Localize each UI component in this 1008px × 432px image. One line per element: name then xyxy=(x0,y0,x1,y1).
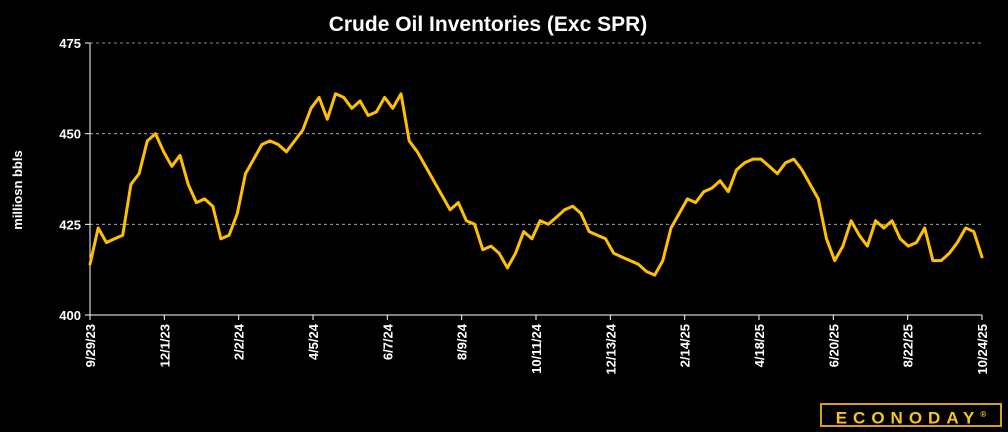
x-tick-label: 6/20/25 xyxy=(826,324,841,367)
logo-text: ECONODAY xyxy=(835,408,981,428)
y-tick-label: 475 xyxy=(59,36,81,51)
y-tick-label: 400 xyxy=(59,308,81,323)
econoday-logo: ECONODAY® xyxy=(820,403,1002,428)
series-line-crude-inventories xyxy=(88,92,984,277)
y-tick-label: 425 xyxy=(59,217,81,232)
x-tick-labels: 9/29/23 12/1/23 2/2/24 4/5/24 6/7/24 8/9/24 10… xyxy=(83,323,990,374)
y-tick-labels: 400 425 450 475 xyxy=(59,36,81,323)
y-axis-label: milliosn bbls xyxy=(10,150,25,229)
series-layer xyxy=(88,92,984,277)
grid-lines xyxy=(90,42,982,225)
x-tick-label: 8/9/24 xyxy=(455,323,470,360)
x-tick-label: 9/29/23 xyxy=(83,324,98,367)
x-tick-label: 6/7/24 xyxy=(380,323,395,360)
x-tick-label: 4/18/25 xyxy=(752,324,767,367)
x-tick-label: 10/11/24 xyxy=(529,323,544,374)
x-tick-label: 2/14/25 xyxy=(678,324,693,367)
axes xyxy=(85,42,983,320)
x-tick-label: 12/13/24 xyxy=(603,323,618,374)
logo-registered-mark: ® xyxy=(980,410,987,419)
x-tick-label: 12/1/23 xyxy=(157,324,172,367)
x-tick-label: 8/22/25 xyxy=(901,324,916,367)
y-tick-label: 450 xyxy=(59,127,81,142)
x-tick-label: 4/5/24 xyxy=(306,323,321,360)
chart-title: Crude Oil Inventories (Exc SPR) xyxy=(329,13,648,36)
x-tick-label: 2/2/24 xyxy=(232,323,247,360)
x-tick-label: 10/24/25 xyxy=(975,324,990,375)
